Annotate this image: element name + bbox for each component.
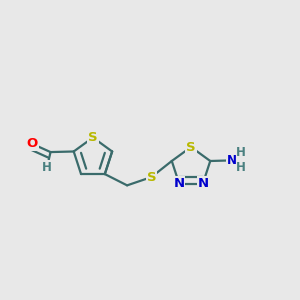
Text: H: H <box>236 161 246 174</box>
Text: H: H <box>42 161 52 174</box>
Text: N: N <box>174 177 185 190</box>
Text: S: S <box>147 171 156 184</box>
Text: S: S <box>88 131 98 144</box>
Text: S: S <box>186 140 196 154</box>
Text: N: N <box>226 154 237 167</box>
Text: H: H <box>236 146 246 160</box>
Text: O: O <box>26 137 38 150</box>
Text: N: N <box>197 177 208 190</box>
